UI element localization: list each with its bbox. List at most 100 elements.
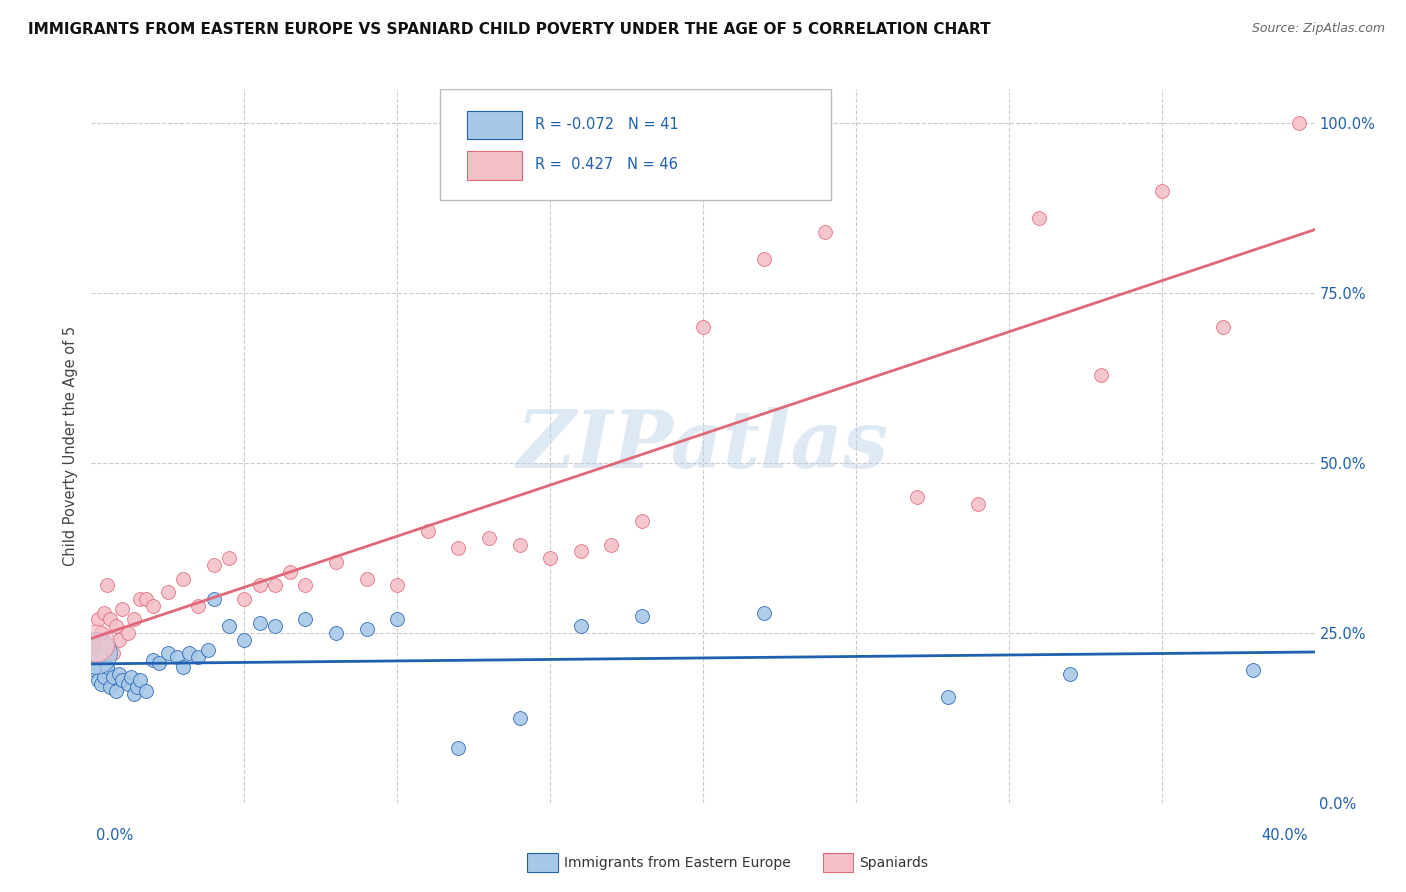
Point	[385, 578, 409, 592]
Point	[1150, 184, 1173, 198]
Point	[249, 578, 271, 592]
Point	[294, 612, 316, 626]
Point	[172, 572, 194, 586]
Point	[278, 565, 301, 579]
Point	[325, 555, 347, 569]
Point	[129, 591, 152, 606]
Point	[197, 643, 219, 657]
Point	[600, 537, 623, 551]
Point	[166, 649, 188, 664]
Point	[83, 663, 105, 677]
Point	[135, 591, 157, 606]
Point	[936, 690, 959, 705]
Point	[631, 514, 654, 528]
Point	[631, 608, 654, 623]
Text: R =  0.427   N = 46: R = 0.427 N = 46	[536, 157, 678, 172]
Point	[447, 541, 470, 555]
Point	[98, 612, 121, 626]
Point	[509, 537, 531, 551]
Point	[122, 612, 145, 626]
Point	[84, 646, 107, 660]
Point	[93, 670, 115, 684]
Point	[83, 640, 105, 654]
Point	[104, 619, 127, 633]
Point	[1059, 666, 1081, 681]
Point	[294, 578, 316, 592]
Point	[135, 683, 157, 698]
Point	[218, 551, 240, 566]
Point	[356, 572, 378, 586]
Point	[385, 612, 409, 626]
Point	[569, 619, 592, 633]
Point	[93, 606, 115, 620]
Point	[117, 626, 139, 640]
Point	[754, 606, 776, 620]
Text: 0.0%: 0.0%	[96, 829, 132, 843]
Point	[692, 320, 714, 334]
Point	[905, 490, 928, 504]
Text: Immigrants from Eastern Europe: Immigrants from Eastern Europe	[564, 855, 790, 870]
Point	[122, 687, 145, 701]
Point	[202, 558, 225, 572]
Point	[96, 660, 118, 674]
Point	[233, 591, 256, 606]
Point	[233, 632, 256, 647]
Point	[509, 711, 531, 725]
Text: R = -0.072   N = 41: R = -0.072 N = 41	[536, 117, 679, 132]
Point	[156, 585, 179, 599]
Point	[101, 646, 124, 660]
Point	[172, 660, 194, 674]
Bar	[467, 152, 522, 180]
Point	[98, 680, 121, 694]
Point	[1028, 211, 1050, 226]
Point	[478, 531, 501, 545]
Point	[101, 670, 124, 684]
Text: Source: ZipAtlas.com: Source: ZipAtlas.com	[1251, 22, 1385, 36]
Point	[447, 741, 470, 756]
Point	[1288, 116, 1310, 130]
Point	[108, 632, 131, 647]
Point	[84, 636, 107, 650]
Point	[156, 646, 179, 660]
Point	[967, 497, 990, 511]
Point	[96, 578, 118, 592]
Point	[1212, 320, 1234, 334]
FancyBboxPatch shape	[440, 89, 831, 200]
Point	[356, 623, 378, 637]
Point	[538, 551, 561, 566]
Point	[218, 619, 240, 633]
Point	[90, 626, 112, 640]
Point	[416, 524, 439, 538]
Point	[148, 657, 170, 671]
Point	[86, 612, 108, 626]
Point	[108, 666, 131, 681]
Point	[117, 677, 139, 691]
Point	[264, 619, 287, 633]
Text: Spaniards: Spaniards	[859, 855, 928, 870]
Point	[179, 646, 201, 660]
Text: ZIPatlas: ZIPatlas	[517, 408, 889, 484]
Point	[187, 599, 209, 613]
Point	[141, 599, 163, 613]
Point	[111, 673, 134, 688]
Point	[754, 252, 776, 266]
Bar	[467, 111, 522, 139]
Point	[202, 591, 225, 606]
Point	[249, 615, 271, 630]
Point	[814, 225, 837, 239]
Point	[104, 683, 127, 698]
Point	[127, 680, 149, 694]
Point	[1090, 368, 1112, 382]
Point	[129, 673, 152, 688]
Point	[187, 649, 209, 664]
Point	[86, 673, 108, 688]
Point	[111, 602, 134, 616]
Text: 40.0%: 40.0%	[1261, 829, 1308, 843]
Point	[90, 677, 112, 691]
Point	[325, 626, 347, 640]
Point	[569, 544, 592, 558]
Point	[1243, 663, 1265, 677]
Point	[120, 670, 142, 684]
Text: IMMIGRANTS FROM EASTERN EUROPE VS SPANIARD CHILD POVERTY UNDER THE AGE OF 5 CORR: IMMIGRANTS FROM EASTERN EUROPE VS SPANIA…	[28, 22, 991, 37]
Point	[141, 653, 163, 667]
